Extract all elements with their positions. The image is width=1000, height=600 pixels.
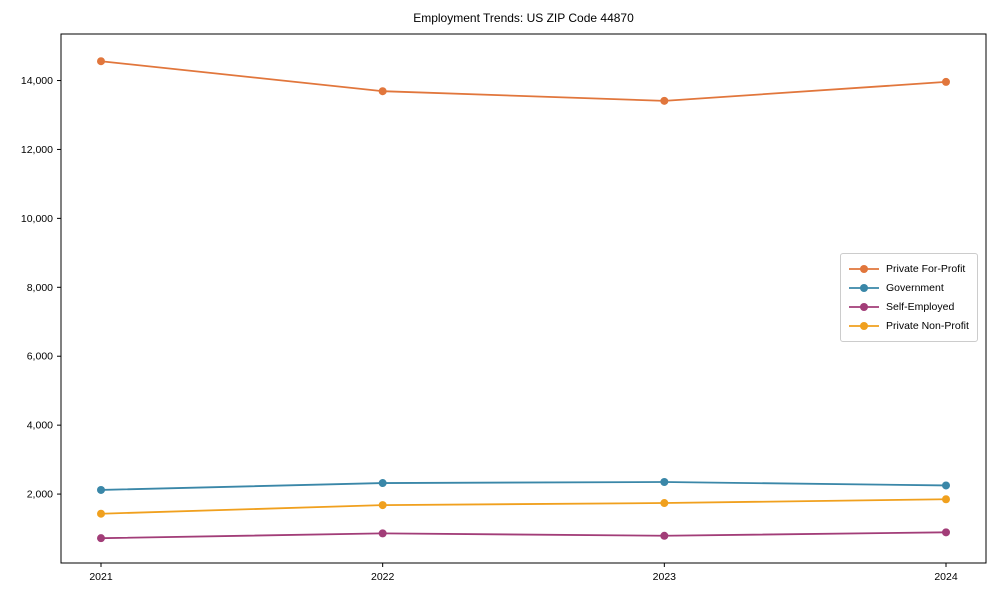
line-series-private-for-profit	[100, 60, 947, 102]
legend-item-private-non-profit: Private Non-Profit	[849, 318, 969, 334]
data-point-self-employed-2024	[942, 528, 950, 537]
data-point-government-2023	[660, 478, 669, 487]
legend-item-self-employed: Self-Employed	[849, 299, 969, 315]
legend-label-self-employed: Self-Employed	[886, 301, 955, 313]
legend-label-private-for-profit: Private For-Profit	[886, 263, 966, 275]
legend-marker-private-non-profit	[849, 322, 879, 330]
plot-border	[60, 33, 987, 564]
line-series-government	[100, 481, 947, 491]
legend-circle-sample	[860, 322, 868, 330]
x-axis-tick-label: 2024	[934, 571, 958, 583]
data-point-self-employed-2023	[660, 531, 669, 540]
line-series-self-employed	[100, 531, 947, 540]
data-point-private-non-profit-2023	[660, 499, 669, 508]
legend-label-private-non-profit: Private Non-Profit	[886, 320, 969, 332]
legend-circle-sample	[860, 303, 868, 311]
chart-legend: Private For-Profit Government Self-Employe…	[840, 253, 978, 342]
x-axis-tick-label: 2023	[653, 571, 677, 583]
legend-circle-sample	[860, 265, 868, 273]
y-axis-tick-label: 12,000	[21, 144, 53, 156]
y-axis-tick-label: 4,000	[27, 420, 53, 432]
data-point-private-for-profit-2021	[97, 57, 105, 66]
data-point-private-for-profit-2023	[660, 96, 669, 105]
data-point-private-for-profit-2022	[378, 87, 387, 96]
data-point-self-employed-2021	[97, 534, 105, 543]
data-point-self-employed-2022	[378, 529, 387, 538]
x-axis-tick-label: 2021	[89, 571, 113, 583]
data-point-private-non-profit-2022	[378, 501, 387, 510]
x-axis-tick-label: 2022	[371, 571, 395, 583]
line-series-private-non-profit	[100, 498, 947, 515]
chart-title: Employment Trends: US ZIP Code 44870	[413, 11, 634, 25]
data-point-government-2022	[378, 479, 387, 488]
legend-marker-government	[849, 284, 879, 292]
data-point-private-for-profit-2024	[942, 77, 950, 86]
y-axis-tick-label: 2,000	[27, 489, 53, 501]
data-point-government-2021	[97, 485, 105, 494]
y-axis-tick-label: 10,000	[21, 213, 53, 225]
legend-item-private-for-profit: Private For-Profit	[849, 261, 969, 277]
legend-item-government: Government	[849, 280, 969, 296]
legend-marker-private-for-profit	[849, 265, 879, 273]
y-axis-tick-label: 8,000	[27, 282, 53, 294]
data-point-private-non-profit-2021	[97, 509, 105, 518]
legend-marker-self-employed	[849, 303, 879, 311]
legend-label-government: Government	[886, 282, 944, 294]
data-point-private-non-profit-2024	[942, 495, 950, 504]
y-axis-tick-label: 14,000	[21, 75, 53, 87]
legend-circle-sample	[860, 284, 868, 292]
data-point-government-2024	[942, 481, 950, 490]
y-axis-tick-label: 6,000	[27, 351, 53, 363]
